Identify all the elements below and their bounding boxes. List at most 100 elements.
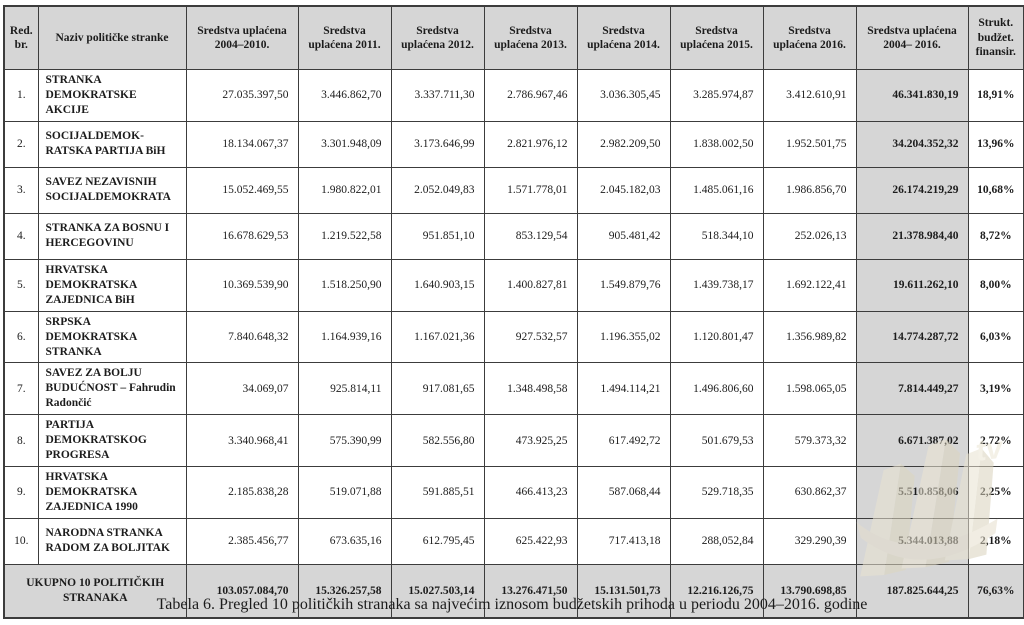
cell-2015: 288,052,84 [669, 517, 764, 565]
party-name: STRANKA ZA BOSNU I HERCEGOVINU [37, 212, 187, 260]
cell-percent: 2,18% [967, 517, 1024, 565]
cell-2004-2010: 34.069,07 [185, 362, 299, 416]
cell-2004-2010: 18.134.067,37 [185, 120, 299, 168]
header-2014: Sredstva uplaćena 2014. [576, 5, 671, 70]
party-name: SRPSKA DEMOKRATSKA STRANKA [37, 310, 187, 364]
table-row: 7. SAVEZ ZA BOLJU BUDUĆNOST – Fahrudin R… [3, 362, 1024, 416]
cell-percent: 6,03% [967, 310, 1024, 364]
cell-total-2004-2016: 21.378.984,40 [855, 212, 969, 260]
cell-percent: 18,91% [967, 69, 1024, 122]
table-caption: Tabela 6. Pregled 10 političkih stranaka… [156, 596, 868, 613]
cell-2015: 1.439.738,17 [669, 258, 764, 312]
total-2004-2010: 103.057.084,70 [185, 563, 299, 619]
table-row: 1. STRANKA DEMOKRATSKE AKCIJE 27.035.397… [3, 69, 1024, 122]
row-number: 6. [3, 310, 39, 364]
cell-2012: 2.052.049,83 [390, 166, 485, 214]
cell-percent: 8,00% [967, 258, 1024, 312]
cell-2011: 1.219.522,58 [297, 212, 392, 260]
header-party-name: Naziv političke stranke [37, 5, 187, 70]
row-number: 5. [3, 258, 39, 312]
cell-2015: 1.485.061,16 [669, 166, 764, 214]
header-2016: Sredstva uplaćena 2016. [762, 5, 857, 70]
party-name: SAVEZ ZA BOLJU BUDUĆNOST – Fahrudin Rado… [37, 362, 187, 416]
cell-total-2004-2016: 6.671.387,02 [855, 414, 969, 468]
party-name: SAVEZ NEZAVISNIH SOCIJALDEMOKRATA [37, 166, 187, 214]
cell-2011: 1.164.939,16 [297, 310, 392, 364]
cell-total-2004-2016: 34.204.352,32 [855, 120, 969, 168]
cell-2015: 1.496.806,60 [669, 362, 764, 416]
total-2014: 15.131.501,73 [576, 563, 671, 619]
cell-2012: 917.081,65 [390, 362, 485, 416]
table-row: 10. NARODNA STRANKA RADOM ZA BOLJITAK 2.… [3, 517, 1024, 565]
cell-total-2004-2016: 46.341.830,19 [855, 69, 969, 122]
cell-total-2004-2016: 5.344.013,88 [855, 517, 969, 565]
row-number: 4. [3, 212, 39, 260]
total-percent: 76,63% [967, 563, 1024, 619]
header-2004-2010: Sredstva uplaćena 2004–2010. [185, 5, 299, 70]
cell-2013: 853.129,54 [483, 212, 578, 260]
header-2012: Sredstva uplaćena 2012. [390, 5, 485, 70]
table-header-row: Red. br. Naziv političke stranke Sredstv… [3, 5, 1024, 70]
cell-percent: 2,25% [967, 466, 1024, 519]
cell-percent: 10,68% [967, 166, 1024, 214]
row-number: 9. [3, 466, 39, 519]
table-row: 6. SRPSKA DEMOKRATSKA STRANKA 7.840.648,… [3, 310, 1024, 364]
party-name: SOCIJALDEMOK-RATSKA PARTIJA BiH [37, 120, 187, 168]
cell-2011: 1.518.250,90 [297, 258, 392, 312]
cell-2012: 1.167.021,36 [390, 310, 485, 364]
header-2011: Sredstva uplaćena 2011. [297, 5, 392, 70]
cell-2014: 3.036.305,45 [576, 69, 671, 122]
total-2013: 13.276.471,50 [483, 563, 578, 619]
cell-2016: 1.356.989,82 [762, 310, 857, 364]
party-name: HRVATSKA DEMOKRATSKA ZAJEDNICA 1990 [37, 466, 187, 519]
cell-2014: 1.494.114,21 [576, 362, 671, 416]
cell-2011: 925.814,11 [297, 362, 392, 416]
cell-2014: 2.982.209,50 [576, 120, 671, 168]
cell-2012: 1.640.903,15 [390, 258, 485, 312]
cell-2012: 612.795,45 [390, 517, 485, 565]
table-row: 4. STRANKA ZA BOSNU I HERCEGOVINU 16.678… [3, 212, 1024, 260]
cell-2015: 1.120.801,47 [669, 310, 764, 364]
cell-percent: 2,72% [967, 414, 1024, 468]
header-strukt: Strukt. budžet. finansir. [967, 5, 1024, 70]
cell-2014: 717.413,18 [576, 517, 671, 565]
row-number: 2. [3, 120, 39, 168]
cell-2004-2010: 27.035.397,50 [185, 69, 299, 122]
cell-2016: 579.373,32 [762, 414, 857, 468]
total-2012: 15.027.503,14 [390, 563, 485, 619]
row-number: 3. [3, 166, 39, 214]
cell-2004-2010: 15.052.469,55 [185, 166, 299, 214]
row-number: 1. [3, 69, 39, 122]
cell-2004-2010: 2.185.838,28 [185, 466, 299, 519]
cell-percent: 3,19% [967, 362, 1024, 416]
total-label: UKUPNO 10 POLITIČKIH STRANAKA [3, 563, 187, 619]
cell-2014: 1.549.879,76 [576, 258, 671, 312]
cell-2015: 501.679,53 [669, 414, 764, 468]
cell-2013: 1.400.827,81 [483, 258, 578, 312]
cell-percent: 8,72% [967, 212, 1024, 260]
cell-2011: 575.390,99 [297, 414, 392, 468]
cell-2012: 582.556,80 [390, 414, 485, 468]
cell-2013: 1.571.778,01 [483, 166, 578, 214]
table-row: 8. PARTIJA DEMOKRATSKOG PROGRESA 3.340.9… [3, 414, 1024, 468]
cell-2015: 1.838.002,50 [669, 120, 764, 168]
party-name: NARODNA STRANKA RADOM ZA BOLJITAK [37, 517, 187, 565]
cell-2004-2010: 10.369.539,90 [185, 258, 299, 312]
cell-2011: 673.635,16 [297, 517, 392, 565]
party-name: PARTIJA DEMOKRATSKOG PROGRESA [37, 414, 187, 468]
cell-2013: 1.348.498,58 [483, 362, 578, 416]
table-row: 9. HRVATSKA DEMOKRATSKA ZAJEDNICA 1990 2… [3, 466, 1024, 519]
row-number: 10. [3, 517, 39, 565]
cell-2012: 3.173.646,99 [390, 120, 485, 168]
cell-2012: 591.885,51 [390, 466, 485, 519]
row-number: 7. [3, 362, 39, 416]
cell-2013: 625.422,93 [483, 517, 578, 565]
cell-2011: 1.980.822,01 [297, 166, 392, 214]
table-row: 5. HRVATSKA DEMOKRATSKA ZAJEDNICA BiH 10… [3, 258, 1024, 312]
cell-2016: 1.692.122,41 [762, 258, 857, 312]
cell-2013: 2.821.976,12 [483, 120, 578, 168]
table-total-row: UKUPNO 10 POLITIČKIH STRANAKA 103.057.08… [3, 563, 1024, 619]
cell-2012: 951.851,10 [390, 212, 485, 260]
cell-2014: 587.068,44 [576, 466, 671, 519]
table-row: 3. SAVEZ NEZAVISNIH SOCIJALDEMOKRATA 15.… [3, 166, 1024, 214]
